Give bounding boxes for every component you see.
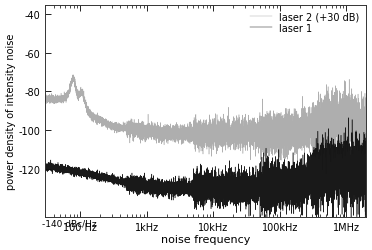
Legend: laser 2 (+30 dB), laser 1: laser 2 (+30 dB), laser 1 bbox=[248, 10, 362, 35]
laser 1 bbox=[364, 186, 369, 189]
laser 2 (+30 dB) bbox=[208, 116, 212, 118]
laser 1 bbox=[208, 181, 212, 184]
laser 2 (+30 dB) bbox=[60, 98, 64, 101]
laser 1 bbox=[43, 164, 47, 168]
laser 1 bbox=[263, 230, 267, 233]
laser 1 bbox=[91, 176, 95, 180]
laser 2 (+30 dB) bbox=[91, 118, 95, 120]
laser 1 bbox=[126, 185, 131, 188]
Text: -140 dBc/Hz: -140 dBc/Hz bbox=[42, 219, 97, 228]
laser 2 (+30 dB) bbox=[126, 120, 131, 124]
Line: laser 2 (+30 dB): laser 2 (+30 dB) bbox=[45, 76, 366, 174]
laser 1 bbox=[212, 178, 217, 181]
laser 1 bbox=[238, 193, 243, 196]
X-axis label: noise frequency: noise frequency bbox=[161, 234, 250, 244]
laser 2 (+30 dB) bbox=[70, 74, 75, 77]
laser 2 (+30 dB) bbox=[364, 116, 369, 119]
laser 2 (+30 dB) bbox=[43, 96, 47, 99]
laser 2 (+30 dB) bbox=[212, 138, 217, 141]
laser 1 bbox=[346, 117, 351, 120]
Line: laser 1: laser 1 bbox=[45, 118, 366, 232]
laser 2 (+30 dB) bbox=[238, 135, 243, 138]
laser 2 (+30 dB) bbox=[324, 172, 328, 176]
laser 1 bbox=[60, 165, 64, 168]
Y-axis label: power density of intensity noise: power density of intensity noise bbox=[6, 33, 16, 189]
